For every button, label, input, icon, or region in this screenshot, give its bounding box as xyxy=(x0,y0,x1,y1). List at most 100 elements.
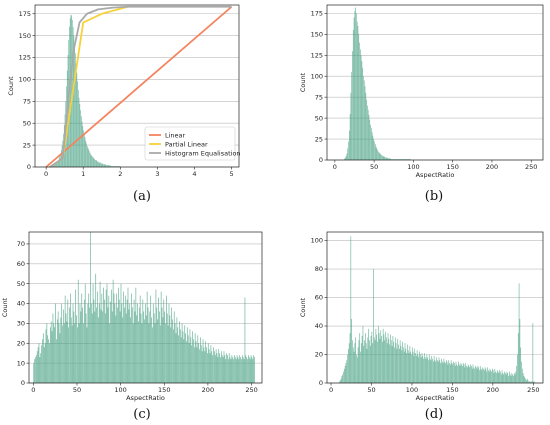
histogram-bar xyxy=(210,345,212,383)
histogram-bar xyxy=(390,159,392,160)
histogram-bar xyxy=(354,343,356,383)
histogram-bar xyxy=(59,333,61,383)
histogram-bar xyxy=(527,380,529,383)
histogram-bar xyxy=(383,156,385,160)
histogram-bar xyxy=(180,337,182,383)
histogram-bar xyxy=(394,159,396,160)
histogram-bar xyxy=(93,158,95,167)
histogram-bar xyxy=(350,92,352,160)
histogram-bar xyxy=(499,370,501,383)
histogram-bar xyxy=(81,293,83,383)
histogram-bar xyxy=(134,311,136,383)
histogram-bar xyxy=(353,351,355,383)
histogram-bar xyxy=(382,155,384,160)
histogram-bar xyxy=(82,307,83,383)
histogram-bar xyxy=(406,353,407,383)
histogram-bar xyxy=(89,307,90,383)
x-tick-label: 50 xyxy=(367,386,375,394)
histogram-bar xyxy=(116,293,118,383)
histogram-bar xyxy=(378,333,380,383)
histogram-bar xyxy=(405,159,407,160)
histogram-bar xyxy=(105,289,107,383)
histogram-bar xyxy=(517,333,519,383)
histogram-bar xyxy=(200,337,201,383)
histogram-bar xyxy=(234,357,236,383)
histogram-bar xyxy=(446,361,448,383)
histogram-bar xyxy=(58,323,60,383)
axes-frame xyxy=(28,231,263,384)
histogram-bar xyxy=(347,354,348,383)
histogram-bar xyxy=(75,63,77,167)
y-tick-label: 50 xyxy=(315,114,323,122)
histogram-bar xyxy=(228,353,230,383)
histogram-bar xyxy=(78,97,80,167)
histogram-bar xyxy=(70,14,72,168)
histogram-bar xyxy=(176,317,178,383)
y-tick-label: 100 xyxy=(19,76,31,84)
histogram-bar xyxy=(242,357,244,383)
x-tick-label: 0 xyxy=(333,163,337,171)
histogram-bar xyxy=(457,365,458,383)
histogram-bar xyxy=(367,105,368,160)
histogram-bar xyxy=(451,363,453,383)
histogram-bar xyxy=(466,365,467,383)
histogram-bar xyxy=(121,303,123,383)
y-tick-label: 60 xyxy=(17,260,25,268)
histogram-bar xyxy=(239,355,241,383)
histogram-bar xyxy=(367,109,369,160)
histogram-bar xyxy=(152,303,154,383)
y-tick-label: 125 xyxy=(19,54,31,62)
histogram-bar xyxy=(402,159,404,160)
y-tick-label: 40 xyxy=(315,322,323,330)
histogram-bar xyxy=(404,159,406,160)
x-tick-label: 4 xyxy=(192,170,196,178)
histogram-bar xyxy=(497,371,499,383)
histogram-bar xyxy=(117,307,118,383)
histogram-bar xyxy=(78,89,79,167)
histogram-bar xyxy=(248,357,250,383)
histogram-bar xyxy=(192,331,193,383)
y-tick-label: 30 xyxy=(17,320,25,328)
histogram-bar xyxy=(218,349,220,383)
histogram-bar xyxy=(146,291,148,383)
histogram-bar xyxy=(426,354,428,383)
histogram-bar xyxy=(69,26,70,167)
histogram-bar xyxy=(73,35,75,167)
histogram-bar xyxy=(69,307,70,383)
y-tick-label: 0 xyxy=(27,163,31,171)
histogram-bar xyxy=(393,341,395,383)
histogram-bar xyxy=(79,103,81,167)
histogram-bar xyxy=(124,295,126,383)
histogram-bar xyxy=(113,293,115,383)
histogram-bar xyxy=(480,368,482,383)
histogram-bar xyxy=(37,347,39,383)
histogram-bar xyxy=(164,311,166,383)
histogram-bar xyxy=(212,355,214,383)
histogram-bar xyxy=(168,303,170,383)
histogram-bar xyxy=(460,363,462,383)
histogram-bar xyxy=(193,339,194,383)
histogram-bar xyxy=(114,166,116,167)
histogram-bar xyxy=(370,128,372,160)
histogram-bar xyxy=(131,293,132,383)
y-axis-label: Count xyxy=(7,76,15,96)
histogram-bar xyxy=(141,323,143,383)
caption-a: (a) xyxy=(133,189,151,204)
histogram-bar xyxy=(382,328,384,383)
histogram-bar xyxy=(110,301,111,383)
histogram-bar xyxy=(185,333,186,383)
histogram-bar xyxy=(512,374,513,383)
y-tick-label: 20 xyxy=(315,351,323,359)
histogram-bar xyxy=(246,357,248,383)
histogram-bar xyxy=(420,354,421,383)
histogram-bar xyxy=(380,154,382,160)
histogram-bar xyxy=(69,18,71,168)
histogram-bar xyxy=(89,151,90,167)
histogram-bar xyxy=(379,338,381,383)
histogram-bar xyxy=(196,347,198,383)
histogram-bar xyxy=(356,354,357,383)
x-tick-label: 150 xyxy=(158,386,170,394)
histogram-bar xyxy=(503,374,505,383)
histogram-bar xyxy=(115,166,116,167)
histogram-bar xyxy=(84,137,86,167)
